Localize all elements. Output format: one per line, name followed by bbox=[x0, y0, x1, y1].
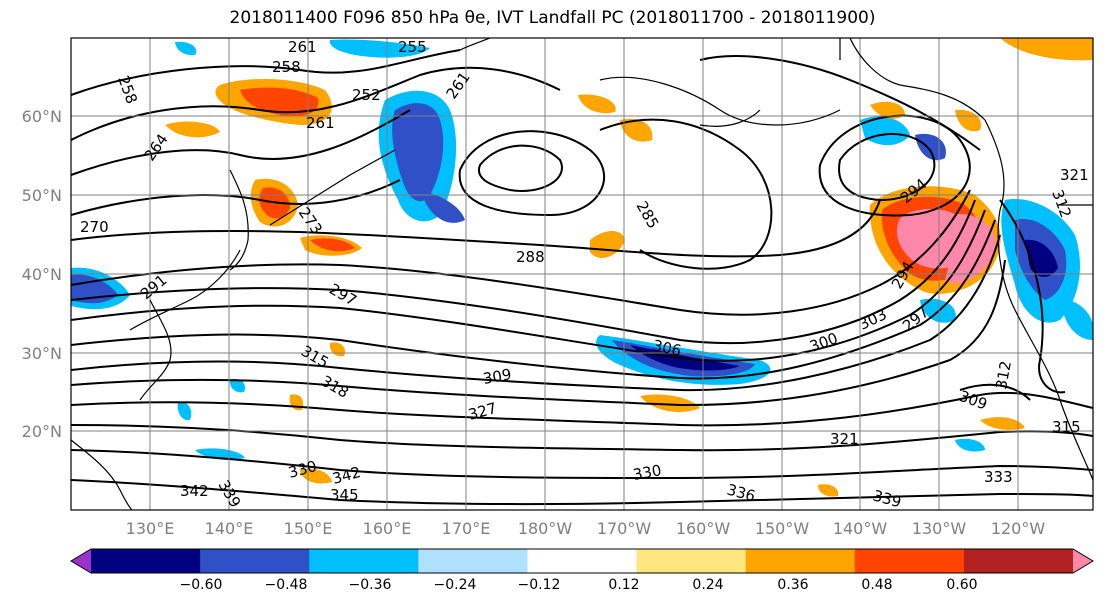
contour-label: 321 bbox=[830, 430, 859, 448]
colorbar-tick-labels: −0.60 −0.48 −0.36 −0.24 −0.12 0.12 0.24 … bbox=[180, 577, 978, 593]
colorbar-swatch bbox=[745, 549, 856, 573]
longitude-label: 170°E bbox=[442, 519, 491, 538]
colorbar-outline bbox=[70, 548, 1094, 574]
colorbar-swatch bbox=[527, 549, 638, 573]
colorbar-tick-label: 0.60 bbox=[946, 577, 977, 593]
longitude-label: 130°E bbox=[126, 519, 175, 538]
colorbar-swatch bbox=[91, 549, 201, 573]
colorbar-tick-label: −0.60 bbox=[180, 577, 223, 593]
colorbar-swatch bbox=[200, 549, 310, 573]
colorbar-swatch bbox=[418, 549, 528, 573]
colorbar-tick-label: −0.24 bbox=[434, 577, 477, 593]
contour-label: 270 bbox=[80, 218, 109, 236]
latitude-label: 60°N bbox=[22, 107, 62, 126]
colorbar-tick-label: 0.36 bbox=[777, 577, 808, 593]
latitude-label: 30°N bbox=[22, 344, 62, 363]
contour-label: 312 bbox=[992, 359, 1015, 390]
latitude-label: 50°N bbox=[22, 186, 62, 205]
contour-label: 252 bbox=[352, 86, 381, 104]
contour-label: 333 bbox=[984, 468, 1013, 486]
colorbar-swatch bbox=[636, 549, 747, 573]
colorbar-tick-label: 0.24 bbox=[692, 577, 723, 593]
contour-label: 330 bbox=[632, 461, 663, 484]
colorbar-extend-low bbox=[71, 549, 91, 573]
contour-label: 306 bbox=[651, 336, 683, 360]
colorbar-tick-label: −0.48 bbox=[265, 577, 308, 593]
longitude-label: 160°E bbox=[363, 519, 412, 538]
colorbar-tick-label: 0.48 bbox=[861, 577, 892, 593]
latitude-label: 40°N bbox=[22, 265, 62, 284]
contour-label: 288 bbox=[516, 248, 545, 266]
contour-label: 255 bbox=[398, 38, 427, 56]
contour-label: 342 bbox=[180, 482, 209, 500]
graticule bbox=[71, 38, 1093, 510]
colorbar-extend-high bbox=[1073, 549, 1093, 573]
longitude-label: 140°W bbox=[833, 519, 888, 538]
contour-label: 258 bbox=[272, 58, 301, 76]
map-frame bbox=[70, 37, 1094, 511]
longitude-label: 150°E bbox=[284, 519, 333, 538]
longitude-label: 150°W bbox=[755, 519, 810, 538]
colorbar-tick-label: 0.12 bbox=[608, 577, 639, 593]
colorbar-tick-label: −0.36 bbox=[349, 577, 392, 593]
contour-label: 345 bbox=[330, 486, 359, 504]
latitude-label: 20°N bbox=[22, 422, 62, 441]
contour-label: 261 bbox=[306, 114, 335, 132]
longitude-label: 180°W bbox=[518, 519, 573, 538]
longitude-labels: 130°E 140°E 150°E 160°E 170°E 180°W 170°… bbox=[126, 519, 1046, 538]
colorbar-swatch bbox=[854, 549, 965, 573]
contour-label: 261 bbox=[288, 38, 317, 56]
contour-label: 309 bbox=[482, 365, 513, 388]
colorbar-swatch bbox=[963, 549, 1074, 573]
longitude-label: 120°W bbox=[991, 519, 1046, 538]
longitude-label: 140°E bbox=[205, 519, 254, 538]
longitude-label: 170°W bbox=[597, 519, 652, 538]
longitude-label: 130°W bbox=[912, 519, 967, 538]
colorbar-swatch bbox=[309, 549, 419, 573]
latitude-labels: 60°N 50°N 40°N 30°N 20°N bbox=[22, 107, 62, 441]
contour-label: 315 bbox=[1052, 418, 1081, 436]
colorbar-tick-label: −0.12 bbox=[518, 577, 561, 593]
contour-label: 321 bbox=[1060, 166, 1089, 184]
colorbar bbox=[70, 548, 1094, 574]
map-title: 2018011400 F096 850 hPa θe, IVT Landfall… bbox=[229, 8, 876, 28]
longitude-label: 160°W bbox=[676, 519, 731, 538]
coastlines bbox=[71, 38, 1093, 510]
